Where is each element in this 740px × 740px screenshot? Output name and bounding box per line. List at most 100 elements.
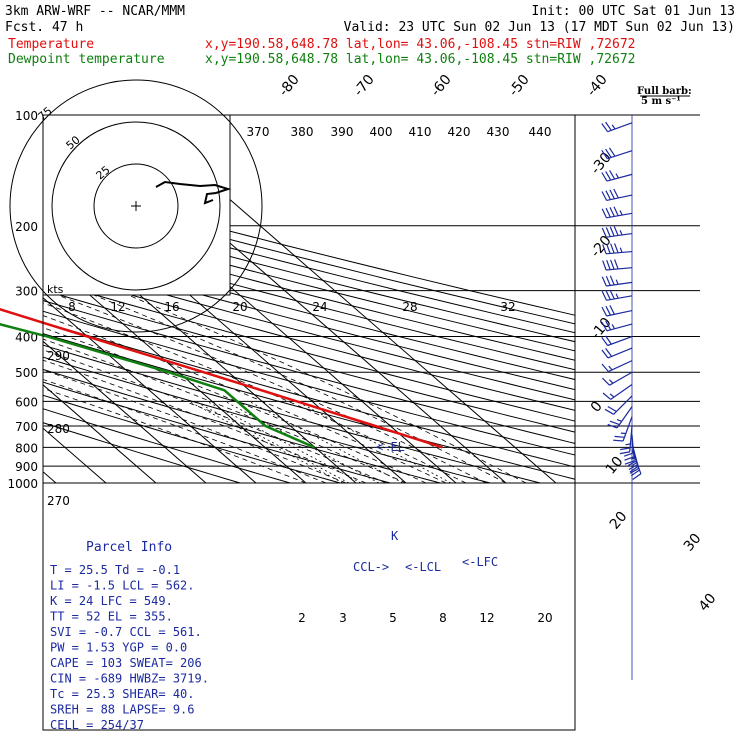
hodograph-ring-3: [9, 79, 263, 333]
pressure-label-400: 400: [15, 331, 38, 345]
legend-temperature-info: x,y=190.58,648.78 lat,lon= 43.06,-108.45…: [205, 37, 635, 52]
parcel-info-title: Parcel Info: [86, 540, 172, 555]
theta-label-370: 370: [247, 125, 270, 139]
wind-barb-105: [601, 121, 633, 133]
hodograph-units: kts: [47, 283, 64, 296]
theta-label-400: 400: [370, 125, 393, 139]
moist-adiabat-14: [43, 327, 427, 484]
wind-barb-370: [601, 320, 633, 332]
parcel-info-row: Tc = 25.3 SHEAR= 40.: [50, 687, 195, 701]
isotherm-label-20: 20: [607, 509, 631, 533]
mixing-ratio-label-28: 28: [402, 300, 417, 314]
wind-barb-430: [601, 347, 633, 359]
ccl-annotation: CCL->: [353, 560, 389, 574]
annotations: <-EL <-LFC <-LCL CCL-> K: [353, 440, 498, 574]
parcel-info-row: TT = 52 EL = 355.: [50, 610, 173, 624]
hodograph-center: [131, 201, 141, 211]
lcl-annotation: <-LCL: [405, 560, 441, 574]
dry-adiabat-370: [43, 279, 575, 422]
isotherm-label-40: 40: [696, 591, 720, 615]
header-valid: Valid: 23 UTC Sun 02 Jun 13 (17 MDT Sun …: [344, 20, 735, 35]
wind-barb-400: [601, 335, 633, 347]
isotherm-label-10: 10: [603, 454, 627, 478]
dry-adiabat-310: [43, 344, 541, 484]
mixing-ratio-label-20: 20: [232, 300, 247, 314]
theta-label-430: 430: [487, 125, 510, 139]
wind-barbs: [601, 115, 642, 680]
wind-barb-340: [601, 305, 633, 317]
dry-adiabat-360: [43, 289, 575, 433]
parcel-info-row: SVI = -0.7 CCL = 561.: [50, 625, 202, 639]
dry-adiabat-250: [43, 422, 241, 484]
theta-label-410: 410: [409, 125, 432, 139]
dry-adiabat-300: [43, 356, 491, 484]
wind-barb-165: [601, 188, 633, 201]
dry-adiabat-290: [43, 368, 441, 484]
mixing-ratio-5: [206, 401, 362, 484]
profiles: [0, 308, 443, 449]
header-init: Init: 00 UTC Sat 01 Jun 13: [532, 4, 736, 19]
dry-adiabat-480: [43, 181, 575, 316]
lfc-annotation: <-LFC: [462, 555, 498, 569]
theta-left-label-290: 290: [47, 349, 70, 363]
theta-label-380: 380: [291, 125, 314, 139]
theta-left-label-270: 270: [47, 494, 70, 508]
dry-adiabat-460: [43, 197, 575, 334]
mixing-ratio-label-24: 24: [312, 300, 327, 314]
isotherm--30: [43, 340, 207, 484]
dry-adiabat-350: [43, 300, 575, 444]
isotherm-label--50: -50: [506, 72, 533, 100]
wind-barb-145: [601, 170, 633, 182]
mixing-ratio-label-16: 16: [164, 300, 179, 314]
parcel-info-row: PW = 1.53 YGP = 0.0: [50, 641, 187, 655]
wind-barb-810: [629, 449, 642, 480]
parcel-info-row: LI = -1.5 LCL = 562.: [50, 579, 195, 593]
barb-legend-units: 5 m s⁻¹: [641, 96, 681, 107]
parcel-info-panel: Parcel Info T = 25.5 Td = -0.1 LI = -1.5 …: [50, 540, 209, 732]
mixing-ratio-label-8: 8: [68, 300, 76, 314]
wind-barb-660: [613, 416, 633, 442]
k-annotation: K: [391, 529, 399, 543]
wind-barb-700: [619, 425, 633, 455]
mixing-ratio-3: [194, 401, 350, 484]
parcel-info-row: CELL = 254/37: [50, 718, 144, 732]
legend-dewpoint-name: Dewpoint temperature: [8, 52, 165, 67]
mixing-ratio-8: [224, 401, 380, 484]
theta-label-440: 440: [529, 125, 552, 139]
pressure-label-200: 200: [15, 220, 38, 234]
wind-barb-465: [601, 360, 633, 373]
parcel-info-row: CAPE = 103 SWEAT= 206: [50, 656, 202, 670]
mixing-ratio-low-label-20: 20: [537, 611, 552, 625]
mixing-ratio-2: [188, 401, 344, 484]
wind-barb-285: [601, 275, 633, 287]
header-model: 3km ARW-WRF -- NCAR/MMM: [5, 4, 185, 19]
outside-marks: 100 200 300 400 500 600 700 800 900 1000 -80 -70 -60…: [7, 72, 719, 625]
pressure-label-500: 500: [15, 366, 38, 380]
wind-barb-580: [604, 395, 633, 415]
dry-adiabat-340: [43, 310, 575, 456]
hodograph-trace: [155, 180, 232, 205]
wind-barb-740: [623, 434, 635, 465]
mixing-ratio-label-32: 32: [500, 300, 515, 314]
moist-adiabat--10: [43, 388, 307, 484]
mixing-ratio-12: [248, 401, 404, 484]
pressure-label-900: 900: [15, 460, 38, 474]
legend-dewpoint-info: x,y=190.58,648.78 lat,lon= 43.06,-108.45…: [205, 52, 635, 67]
mixing-ratio-20: [296, 401, 452, 484]
wind-barb-260: [602, 259, 633, 271]
dry-adiabat-470: [43, 188, 575, 325]
pressure-label-600: 600: [15, 395, 38, 409]
hodograph-ring-2: [51, 121, 221, 291]
mixing-ratio-low-label-8: 8: [439, 611, 447, 625]
mixing-ratio-low-label-5: 5: [389, 611, 397, 625]
mixing-ratio-low-label-2: 2: [298, 611, 306, 625]
isotherm-label--40: -40: [584, 72, 611, 100]
wind-barb-125: [601, 147, 633, 160]
mixing-ratio-low-label-3: 3: [339, 611, 347, 625]
wind-barb-500: [601, 371, 633, 386]
pressure-label-1000: 1000: [7, 477, 38, 491]
pressure-label-800: 800: [15, 441, 38, 455]
hodograph-ring-1: [93, 163, 179, 249]
parcel-info-row: K = 24 LFC = 549.: [50, 594, 173, 608]
wind-barb-540: [602, 384, 633, 400]
